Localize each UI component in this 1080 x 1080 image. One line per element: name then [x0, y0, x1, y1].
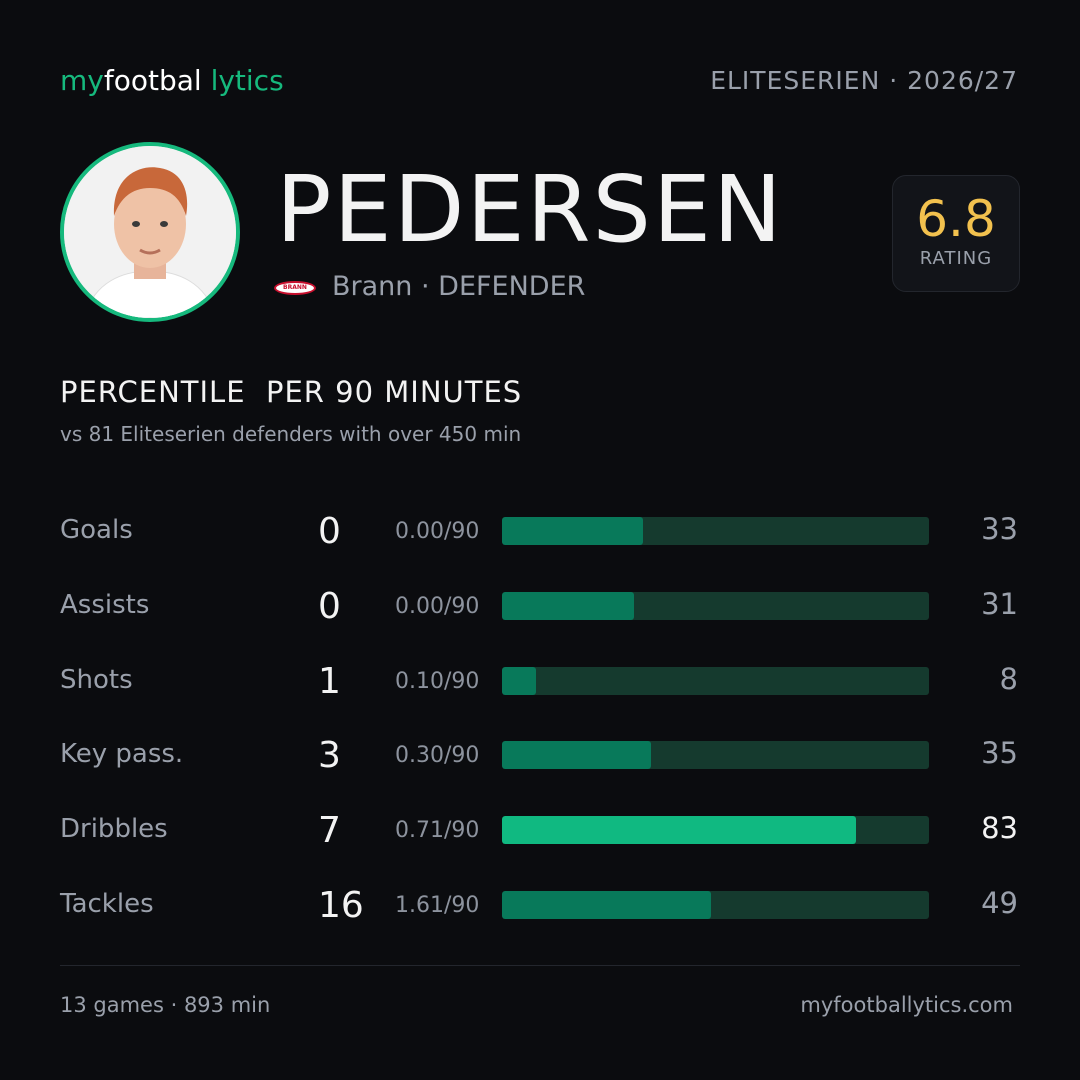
percentile-bar: [502, 517, 643, 545]
logo: myfootbal lytics: [60, 64, 284, 97]
bar-track: [502, 666, 929, 695]
stat-per90: 0.10/90: [395, 668, 480, 694]
club-crest: BRANN: [274, 281, 316, 295]
stat-per90: 1.61/90: [395, 893, 480, 918]
stat-row: Tackles 16 1.61/90 49: [0, 885, 1080, 926]
club-line: Brann · DEFENDER: [332, 271, 585, 302]
stat-row: Goals 0 0.00/90 33: [0, 511, 1080, 552]
stat-total: 1: [318, 660, 341, 702]
league-name: ELITESERIEN: [710, 66, 881, 95]
stat-label: Key pass.: [60, 739, 184, 770]
percentile-value: 8: [999, 661, 1018, 696]
stat-row: Assists 0 0.00/90 31: [0, 585, 1080, 627]
stat-per90: 0.00/90: [395, 593, 480, 619]
stat-total: 7: [318, 810, 341, 852]
stat-total: 0: [318, 511, 341, 552]
portrait: [64, 146, 236, 318]
stat-total: 0: [318, 585, 341, 627]
stat-label: Shots: [60, 664, 133, 695]
divider: [60, 965, 1020, 966]
logo-part: my: [60, 64, 104, 97]
club: Brann: [332, 271, 413, 302]
bar-track: [502, 591, 929, 620]
bar-track: [502, 741, 929, 770]
percentile-value: 31: [981, 586, 1018, 621]
bar-track: [502, 816, 929, 845]
stat-total: 3: [318, 735, 341, 777]
stat-label: Assists: [60, 589, 150, 620]
rating-box: 6.8 RATING: [892, 175, 1020, 292]
percentile-bar: [502, 741, 652, 770]
percentile-bar: [502, 816, 857, 845]
summary: 13 games · 893 min: [60, 993, 271, 1017]
logo-part: footbal: [103, 64, 202, 97]
stat-row: Shots 1 0.10/90 8: [0, 660, 1080, 702]
bar-track: [502, 891, 929, 919]
rating-label: RATING: [919, 248, 993, 269]
stat-per90: 0.00/90: [395, 519, 480, 544]
rating: 6.8: [916, 190, 996, 248]
percentile-bar: [502, 666, 537, 695]
stat-label: Tackles: [60, 889, 154, 919]
stat-row: Key pass. 3 0.30/90 35: [0, 735, 1080, 777]
stat-row: Dribbles 7 0.71/90 83: [0, 810, 1080, 852]
player-photo: [60, 142, 240, 322]
percentile-bar: [502, 891, 712, 919]
stat-per90: 0.30/90: [395, 743, 480, 769]
stat-label: Goals: [60, 515, 133, 545]
percentile-value: 35: [981, 736, 1018, 771]
position: · DEFENDER: [421, 271, 586, 302]
percentile-bar: [502, 591, 635, 620]
league: ELITESERIEN · 2026/27: [710, 66, 1018, 95]
section-title: PERCENTILE PER 90 MINUTES: [60, 375, 523, 409]
percentile-value: 83: [981, 811, 1018, 846]
logo-part: lytics: [210, 64, 284, 97]
stat-per90: 0.71/90: [395, 818, 480, 844]
percentile-value: 33: [981, 512, 1018, 546]
percentile-value: 49: [981, 886, 1018, 920]
stat-total: 16: [318, 885, 364, 926]
section-subtitle: vs 81 Eliteserien defenders with over 45…: [60, 422, 522, 446]
bar-track: [502, 517, 929, 545]
player-name: PEDERSEN: [276, 156, 784, 263]
season: · 2026/27: [889, 66, 1018, 95]
stat-label: Dribbles: [60, 814, 168, 845]
site: myfootballytics.com: [800, 993, 1013, 1017]
